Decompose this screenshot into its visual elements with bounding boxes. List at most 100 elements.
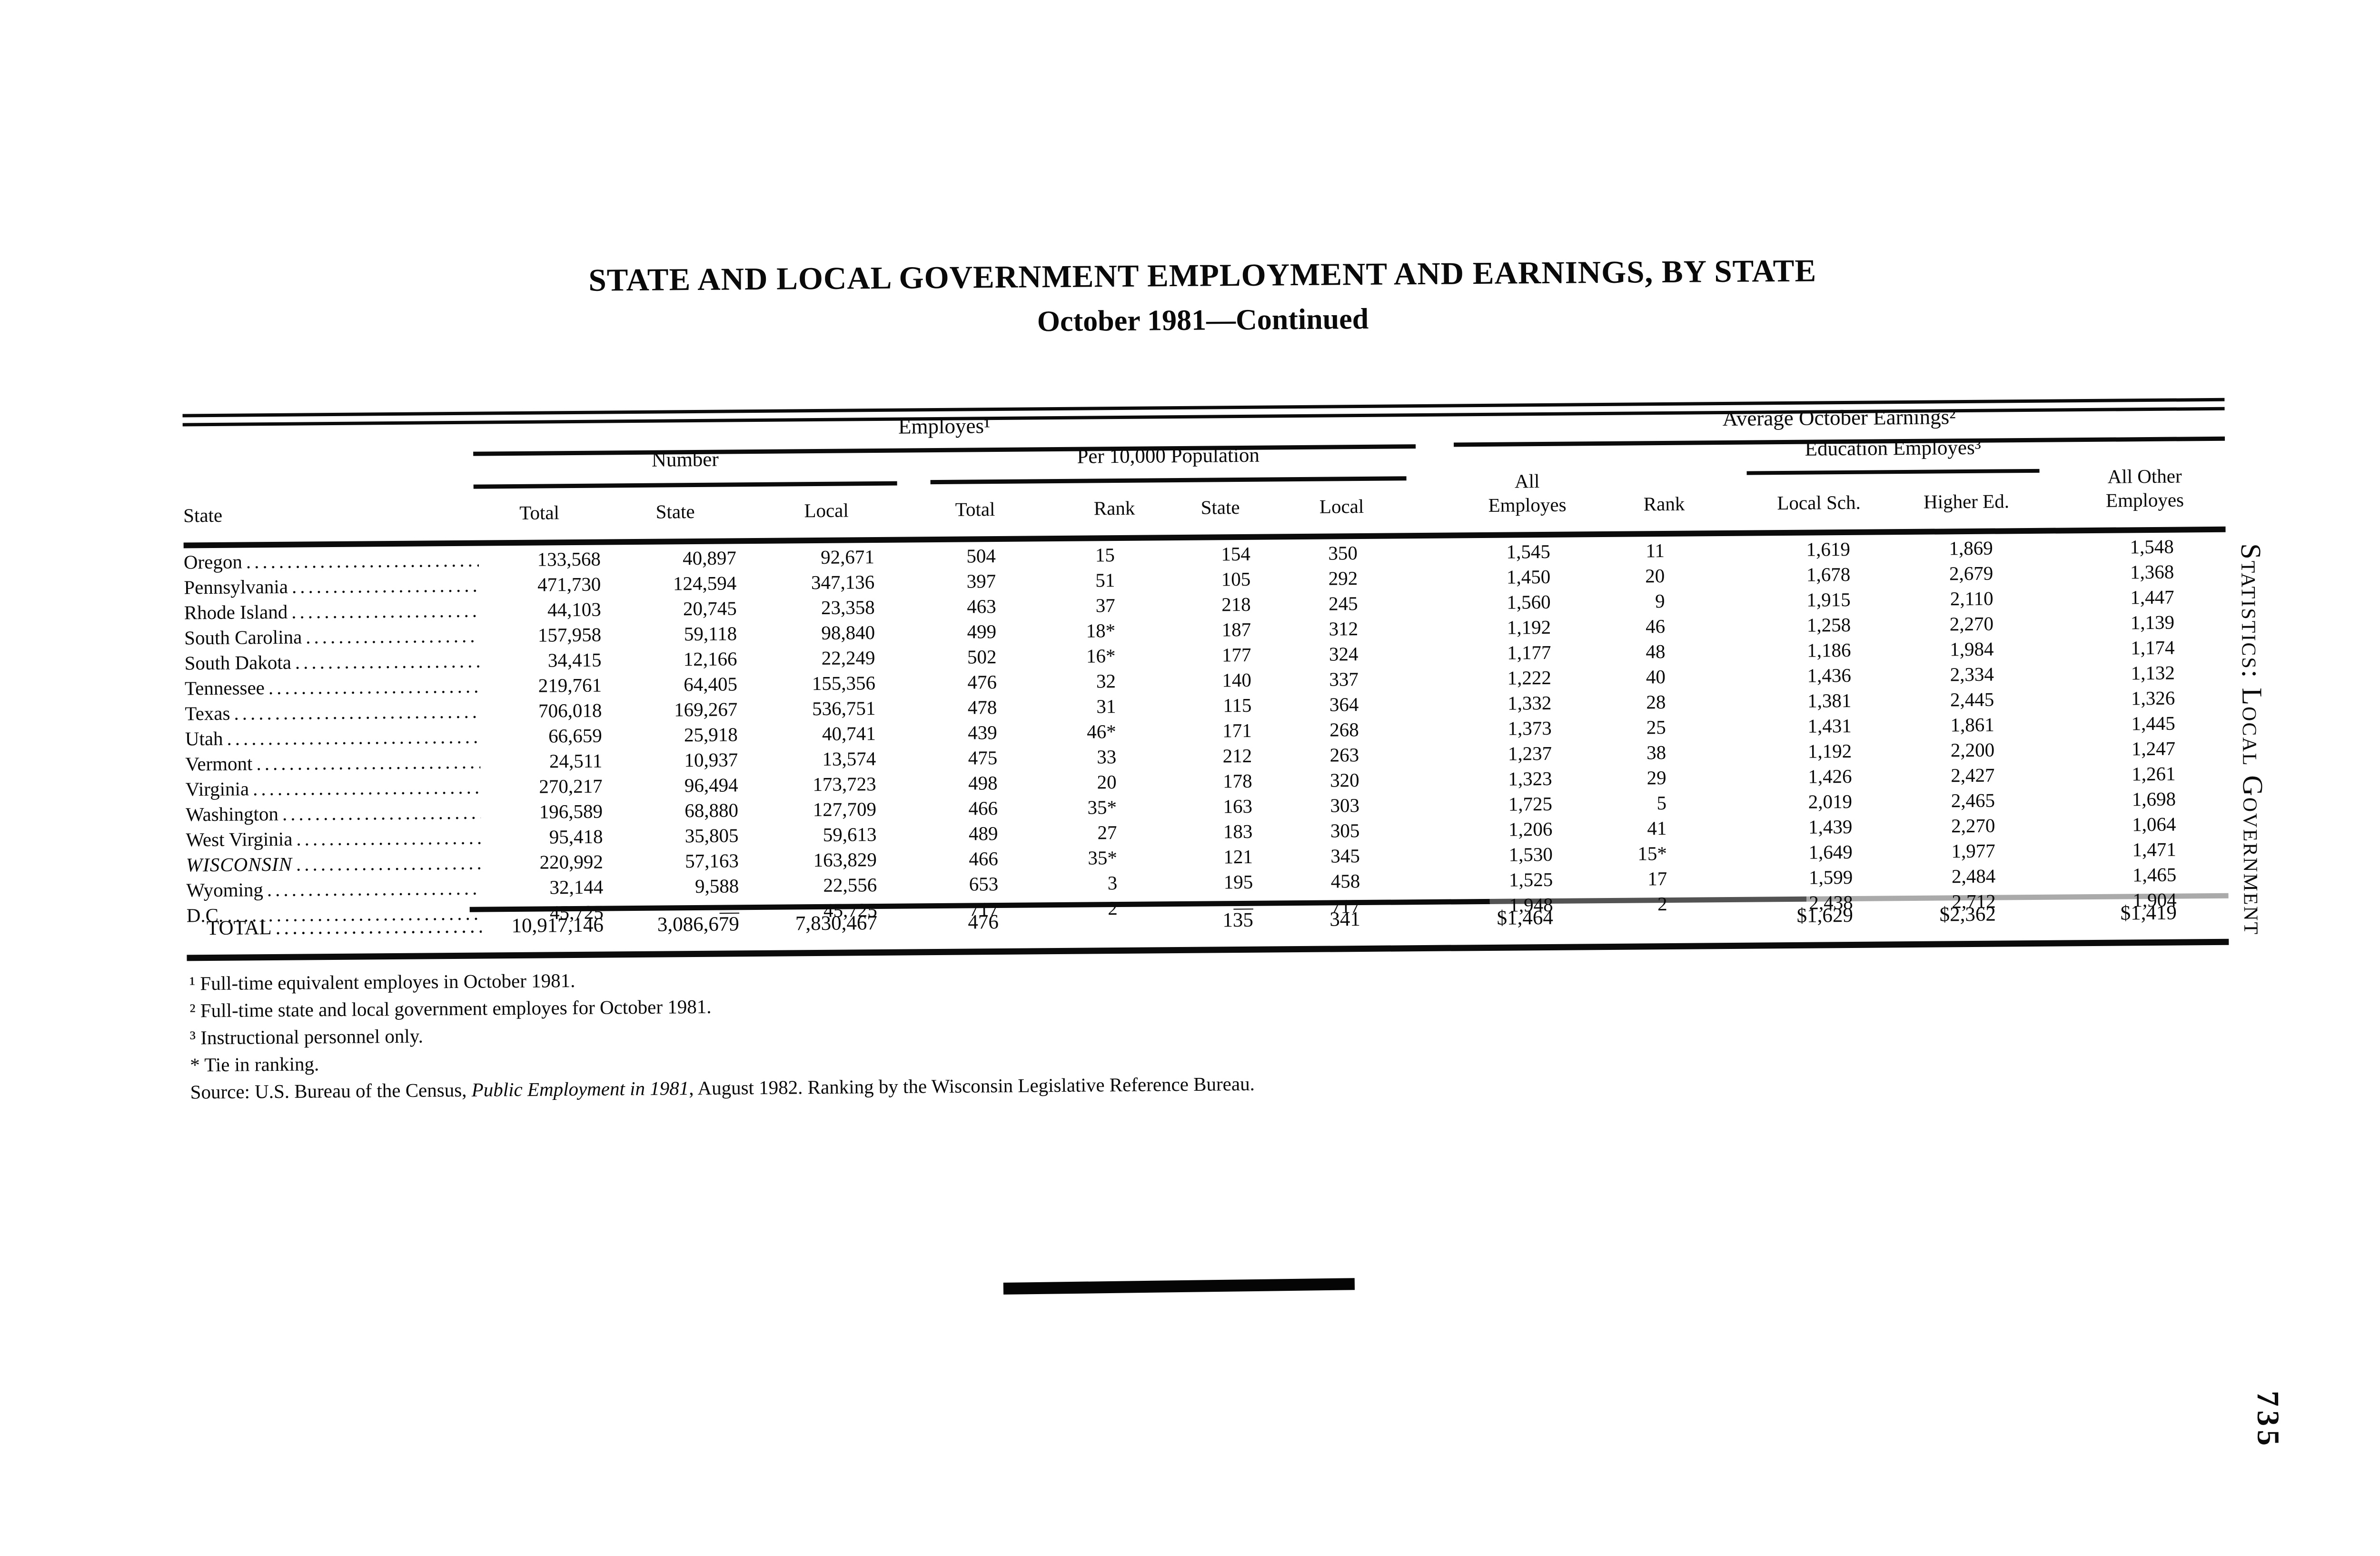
state-label: South Dakota (184, 651, 292, 674)
table-cell: 163,829 (813, 848, 877, 871)
table-cell (999, 908, 1118, 936)
table-cell: 2,270 (1949, 612, 1994, 635)
table-cell: 1,206 (1508, 818, 1553, 840)
column-header-all-employes: All Employes (1488, 470, 1567, 516)
table-cell: 2,465 (1951, 789, 1995, 812)
table-cell: 303 (1330, 794, 1360, 817)
table-cell: 15* (1637, 842, 1667, 865)
column-header-all-other-employes: All Other Employes (2105, 465, 2184, 511)
table-cell: 1,530 (1508, 843, 1553, 866)
table-cell: 177 (1221, 643, 1251, 666)
table-cell: 1,560 (1507, 590, 1551, 613)
source-suffix: , August 1982. Ranking by the Wisconsin … (689, 1072, 1255, 1099)
table-cell: 48 (1646, 640, 1666, 663)
table-cell: 23,358 (821, 596, 875, 618)
column-header-higher-ed: Higher Ed. (1923, 490, 2010, 513)
table-cell: 220,992 (539, 850, 604, 873)
table-cell: 22,249 (821, 647, 875, 669)
table-cell: 2,427 (1951, 764, 1995, 787)
table-cell: 2,270 (1951, 814, 1995, 837)
table-cell: 471,730 (537, 573, 601, 596)
table-cell: 1,174 (2131, 636, 2175, 659)
state-label: South Carolina (184, 626, 302, 649)
table-cell: 183 (1223, 820, 1253, 843)
table-cell: 121 (1223, 845, 1253, 868)
state-name: South Carolina (184, 623, 479, 651)
table-cell: 1,261 (2132, 762, 2176, 785)
table-cell: 1,373 (1507, 717, 1552, 739)
table-cell: 25,918 (684, 723, 738, 746)
dot-leader (278, 800, 481, 827)
table-cell: 245 (1329, 592, 1358, 615)
table-cell: 1,326 (2131, 687, 2175, 709)
table-cell: 28 (1646, 691, 1666, 713)
table-cell: 502 (967, 646, 997, 668)
table-cell: 1,132 (2131, 661, 2175, 684)
state-label: TOTAL (206, 917, 272, 940)
table-cell: 1,431 (1807, 714, 1852, 737)
table-cell: 499 (967, 620, 997, 643)
table-cell: 1,436 (1807, 664, 1852, 687)
table-cell: 1,678 (1806, 563, 1851, 586)
table-cell: 1,465 (2132, 863, 2177, 886)
table-cell: 155,356 (812, 672, 876, 695)
table-cell: 196,589 (539, 800, 603, 823)
table-cell: 337 (1329, 668, 1359, 690)
table-cell: 1,247 (2131, 737, 2176, 760)
table-cell: 68,880 (684, 799, 739, 822)
table-cell: 312 (1329, 618, 1359, 640)
table-cell: 57,163 (684, 849, 739, 872)
table-cell: 1,258 (1806, 613, 1851, 636)
table-cell: 171 (1222, 719, 1252, 742)
table-cell: 12,166 (683, 648, 737, 670)
table-cell: 59,118 (684, 622, 737, 645)
group-header-employes: Employes¹ (898, 414, 991, 439)
dot-leader (263, 876, 482, 903)
column-header-pop-state: State (1200, 496, 1240, 519)
dot-leader (265, 674, 480, 701)
table-cell: 24,511 (549, 749, 603, 772)
column-header-number-state: State (655, 500, 695, 523)
table-cell: 157,958 (537, 623, 602, 646)
table-cell: 1,698 (2132, 788, 2176, 810)
table-cell: 498 (968, 772, 998, 794)
table-cell: 133,568 (537, 548, 601, 570)
table-cell: 20,745 (683, 597, 737, 620)
table-cell: 2,484 (1951, 865, 1996, 888)
table-cell: 1,332 (1507, 691, 1552, 714)
column-header-earnings-rank: Rank (1643, 492, 1685, 515)
state-label: West Virginia (186, 828, 293, 851)
table-cell: 9,588 (694, 875, 739, 898)
table-cell: 263 (1329, 744, 1359, 766)
column-header-local-sch: Local Sch. (1777, 491, 1861, 514)
column-header-row: State Total State Local Total Rank State… (183, 464, 2184, 531)
table-cell: 1,139 (2130, 611, 2175, 634)
state-name: Rhode Island (184, 598, 479, 626)
group-header-per-10000-population: Per 10,000 Population (1077, 444, 1260, 468)
table-cell: $1,629 (1796, 904, 1854, 927)
column-header-state: State (183, 504, 223, 527)
table-cell: 5 (1656, 792, 1667, 814)
table-cell: 478 (967, 696, 997, 718)
table-cell: 29 (1646, 767, 1666, 789)
table-cell: 476 (968, 911, 999, 934)
table-cell: 195 (1223, 870, 1253, 893)
table-cell: 124,594 (673, 572, 737, 595)
table-cell: 320 (1329, 769, 1359, 791)
state-name: West Virginia (186, 825, 481, 853)
table-cell: 3,086,679 (657, 913, 740, 936)
table-cell: 1,381 (1807, 689, 1852, 712)
table-cell: 32,144 (549, 876, 604, 898)
table-cell: 3 (1107, 872, 1118, 894)
table-cell: 1,368 (2130, 560, 2174, 583)
employment-earnings-table: Employes¹ Average October Earnings² Numb… (182, 398, 2229, 969)
table-cell: $2,362 (1939, 903, 1996, 926)
table-cell: 27 (1097, 821, 1117, 844)
page-title: STATE AND LOCAL GOVERNMENT EMPLOYMENT AN… (588, 253, 1817, 298)
dot-leader (242, 548, 479, 575)
footnotes: ¹ Full-time equivalent employes in Octob… (189, 956, 2047, 1106)
state-label: Oregon (183, 550, 243, 573)
table-cell: 305 (1330, 819, 1360, 842)
state-name: Washington (186, 800, 481, 828)
table-cell: 44,103 (547, 598, 601, 621)
